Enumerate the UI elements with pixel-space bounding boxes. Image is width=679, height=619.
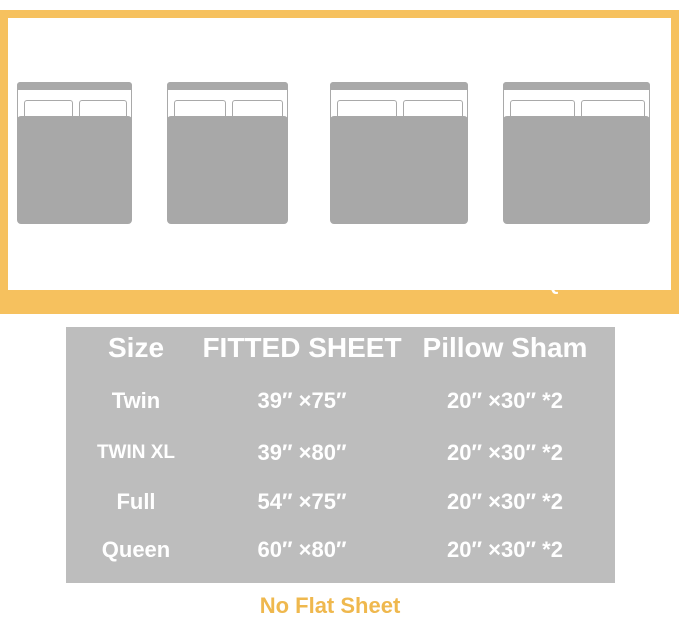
table-cell: 20″ ×30″ *2 — [447, 388, 563, 413]
blanket-icon — [330, 116, 468, 224]
bed-illustration — [503, 82, 650, 224]
blanket-icon — [17, 116, 132, 224]
table-header: Pillow Sham — [422, 332, 588, 363]
pillow-icon — [580, 100, 645, 121]
table-cell: 60″ ×80″ — [257, 537, 347, 562]
pillow-icon — [78, 100, 127, 121]
table-cell: Twin — [111, 388, 161, 413]
pillow-icon — [24, 100, 73, 121]
table-header: Size — [107, 332, 165, 363]
bed-illustration — [330, 82, 468, 224]
table-header: FITTED SHEET — [202, 332, 402, 363]
bed-size-label: TWIN — [69, 274, 119, 295]
no-flat-sheet-note: No Flat Sheet — [259, 593, 401, 618]
pillow-icon — [174, 100, 226, 121]
bed-size-label: QUEEN — [545, 274, 613, 295]
pillow-icon — [337, 100, 397, 121]
size-table: Size FITTED SHEET Pillow Sham Twin 39″ ×75″ 2… — [66, 327, 615, 583]
table-cell: 54″ ×75″ — [257, 489, 347, 514]
blanket-icon — [167, 116, 288, 224]
table-cell: Queen — [101, 537, 171, 562]
table-cell: Full — [116, 489, 156, 514]
table-cell: 20″ ×30″ *2 — [447, 440, 563, 465]
table-cell: 39″ ×75″ — [257, 388, 347, 413]
bed-illustration — [17, 82, 132, 224]
table-cell: 20″ ×30″ *2 — [447, 489, 563, 514]
table-cell: 20″ ×30″ *2 — [447, 537, 563, 562]
pillow-icon — [231, 100, 283, 121]
pillow-icon — [403, 100, 463, 121]
blanket-icon — [503, 116, 650, 224]
pillow-icon — [510, 100, 575, 121]
bed-size-label: FULL — [376, 274, 426, 295]
table-cell: TWIN XL — [96, 442, 176, 463]
bed-size-label: TWIN XL — [192, 274, 272, 295]
bed-illustration — [167, 82, 288, 224]
table-cell: 39″ ×80″ — [257, 440, 347, 465]
